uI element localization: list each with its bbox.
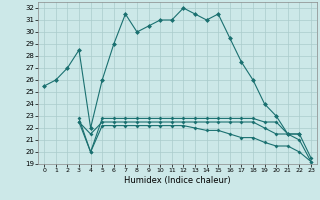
- X-axis label: Humidex (Indice chaleur): Humidex (Indice chaleur): [124, 176, 231, 185]
